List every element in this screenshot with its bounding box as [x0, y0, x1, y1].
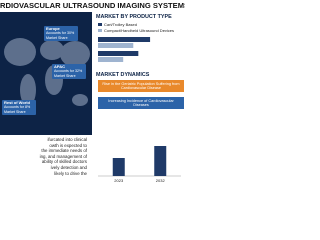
bar	[98, 57, 124, 62]
legend-swatch	[98, 29, 102, 32]
x-tick-label: 2023	[114, 178, 124, 183]
callout-region: APAC	[54, 64, 66, 69]
paragraph-line: ively detection and	[50, 164, 87, 170]
bar	[112, 158, 125, 176]
title: RDIOVASCULAR ULTRASOUND IMAGING SYSTEMS …	[0, 1, 185, 10]
paragraph-line: ing, and management of	[39, 153, 87, 159]
bar	[154, 146, 167, 176]
paragraph-line: ability of skilled doctors	[41, 159, 87, 165]
callout-text: Accounts for 30% Market Share	[46, 31, 75, 40]
page: {"header": {"title": "RDIOVASCULAR ULTRA…	[0, 0, 185, 185]
callout: Rest of World Accounts for 8% Market Shar…	[2, 100, 36, 116]
callout: APAC Accounts for 32% Market Share	[52, 64, 86, 80]
x-tick-label: 2032	[156, 178, 166, 183]
paragraph-line: the immediate needs of	[41, 148, 87, 154]
legend-swatch	[98, 23, 102, 26]
callout-text: Accounts for 8% Market Share	[4, 105, 31, 114]
legend-label: Cart/Trolley Based	[104, 22, 137, 27]
legend-label: Compact/Handheld Ultrasound Devices	[104, 28, 174, 33]
paragraph-line: ifurcated into clinical	[47, 137, 87, 142]
callout-region: Europe	[46, 26, 60, 31]
map-shapes	[4, 38, 90, 106]
callout-text: Accounts for 32% Market Share	[54, 69, 83, 78]
bar	[98, 51, 139, 56]
paragraph-line: owth is expected to	[49, 142, 87, 148]
paragraph-line: likely to drive the	[54, 170, 87, 176]
callout-region: Rest of World	[4, 100, 30, 105]
year-chart: 2023 2032	[98, 146, 181, 183]
bar	[98, 37, 151, 42]
bar	[98, 43, 134, 48]
dynamics-list: Rise in the Geriatric Population Sufferi…	[98, 80, 184, 114]
callout: Europe Accounts for 30% Market Share	[44, 26, 78, 42]
description: ifurcated into clinical owth is expected …	[0, 137, 90, 185]
section-heading: MARKET DYNAMICS	[96, 72, 150, 78]
world-map: Europe Accounts for 30% Market Share APAC A…	[0, 12, 92, 135]
section-heading: MARKET BY PRODUCT TYPE	[96, 14, 172, 20]
dynamics-item: Rise in the Geriatric Population Sufferi…	[98, 80, 184, 93]
dynamics-item: Increasing Incidence of Cardiovascular D…	[98, 97, 184, 110]
